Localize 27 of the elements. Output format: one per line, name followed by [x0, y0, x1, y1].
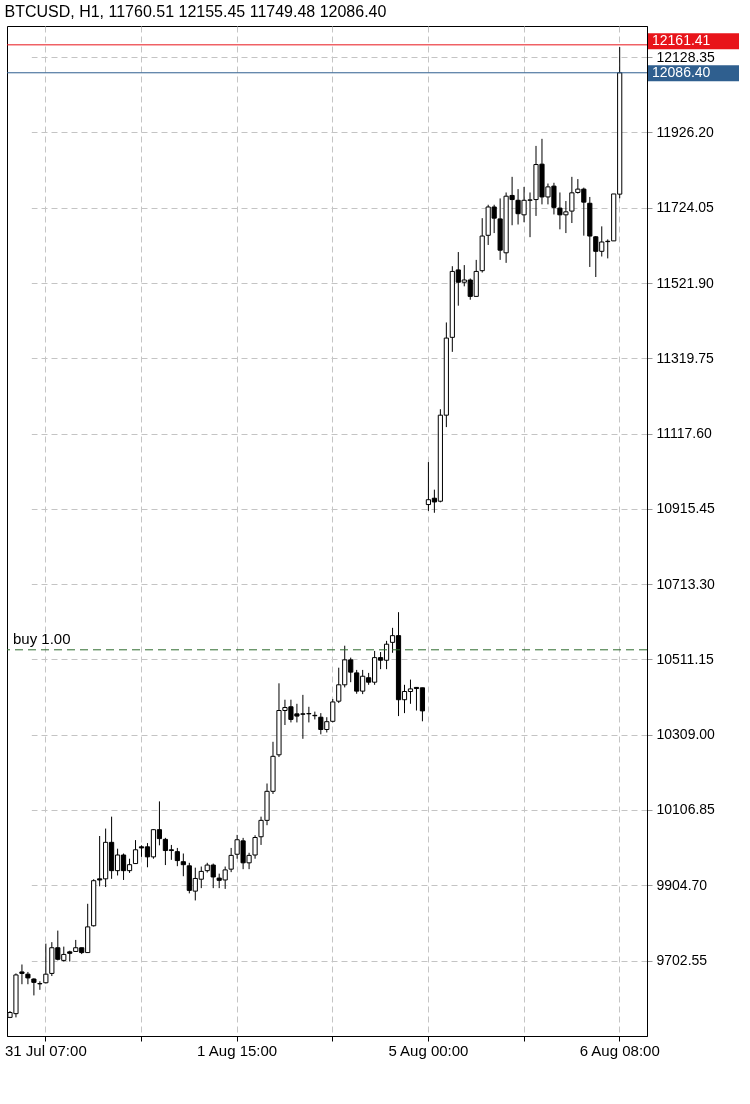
- y-tick-label: 11521.90: [656, 274, 715, 291]
- x-tick-label: 1 Aug 15:00: [197, 1041, 278, 1059]
- candlestick: [37, 980, 43, 991]
- candlestick: [180, 853, 186, 877]
- y-tick-label: 10915.45: [656, 500, 716, 517]
- ref-line-label: 12161.41: [652, 32, 711, 49]
- y-tick-label: 9904.70: [656, 876, 708, 893]
- candlestick: [132, 839, 139, 865]
- candlestick: [174, 847, 180, 867]
- ref-line-label: 12086.40: [652, 64, 711, 81]
- candlestick: [19, 964, 25, 985]
- y-tick-label: 9702.55: [656, 952, 708, 969]
- y-tick-label: 11926.20: [656, 123, 715, 140]
- y-tick-label: 11724.05: [656, 199, 715, 216]
- chart-title: BTCUSD, H1, 11760.51 12155.45 11749.48 12086.40: [4, 3, 387, 20]
- y-tick-label: 11117.60: [656, 425, 712, 442]
- candlestick: [43, 943, 49, 984]
- y-tick-label: 10106.85: [656, 801, 716, 818]
- x-tick-label: 31 Jul 07:00: [4, 1041, 87, 1059]
- y-tick-label: 10309.00: [656, 726, 716, 743]
- ref-line-label: buy 1.00: [13, 629, 71, 647]
- x-tick-label: 6 Aug 08:00: [579, 1041, 660, 1059]
- x-tick-label: 5 Aug 00:00: [388, 1041, 469, 1059]
- y-tick-label: 12128.35: [656, 48, 716, 65]
- y-tick-label: 11319.75: [656, 349, 715, 366]
- y-tick-label: 10713.30: [656, 575, 716, 592]
- y-tick-label: 10511.15: [656, 650, 715, 667]
